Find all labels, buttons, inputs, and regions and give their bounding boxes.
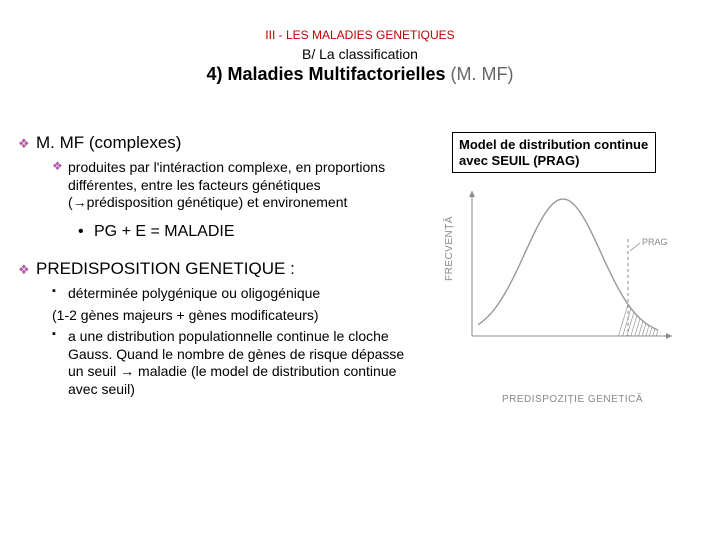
title-main: 4) Maladies Multifactorielles [206, 64, 445, 84]
section2-paren: (1-2 gènes majeurs + gènes modificateurs… [52, 307, 428, 325]
bullet-icon: • [78, 222, 94, 242]
y-axis-label: FRECVENȚĂ [444, 216, 455, 281]
svg-text:PRAG: PRAG [642, 237, 668, 247]
section1-heading-text: M. MF (complexes) [36, 133, 181, 152]
section2-heading: ❖PREDISPOSITION GENETIQUE : [18, 258, 428, 279]
x-axis-label: PREDISPOZIȚIE GENETICĂ [502, 394, 643, 405]
gauss-svg: PRAG [452, 181, 682, 381]
section2-heading-text: PREDISPOSITION GENETIQUE : [36, 259, 295, 278]
section1-sub1: ❖produites par l'intéraction complexe, e… [52, 159, 428, 212]
square-icon: ▪ [52, 328, 68, 342]
gauss-chart: PRAG FRECVENȚĂ PREDISPOZIȚIE GENETICĂ [452, 181, 682, 401]
content-area: ❖M. MF (complexes) ❖produites par l'inté… [18, 132, 428, 402]
square-icon: ▪ [52, 285, 68, 299]
figure-caption: Model de distribution continue avec SEUI… [452, 132, 656, 173]
formula-text: PG + E = MALADIE [94, 223, 235, 240]
figure-box: Model de distribution continue avec SEUI… [452, 132, 682, 401]
main-title: 4) Maladies Multifactorielles (M. MF) [0, 64, 720, 85]
section1-heading: ❖M. MF (complexes) [18, 132, 428, 153]
super-title: III - LES MALADIES GENETIQUES [0, 28, 720, 42]
sub-title: B/ La classification [0, 46, 720, 62]
diamond-icon: ❖ [52, 159, 68, 174]
diamond-icon: ❖ [18, 262, 36, 278]
section1-formula: •PG + E = MALADIE [78, 222, 428, 242]
section2-bullet1-text: déterminée polygénique ou oligogénique [68, 285, 408, 303]
section2-bullet2: ▪a une distribution populationnelle cont… [52, 328, 428, 398]
diamond-icon: ❖ [18, 136, 36, 152]
title-suffix: (M. MF) [446, 64, 514, 84]
section2-bullet1: ▪déterminée polygénique ou oligogénique [52, 285, 428, 303]
section1-sub1-text: produites par l'intéraction complexe, en… [68, 159, 408, 212]
section2-bullet2-text: a une distribution populationnelle conti… [68, 328, 408, 398]
